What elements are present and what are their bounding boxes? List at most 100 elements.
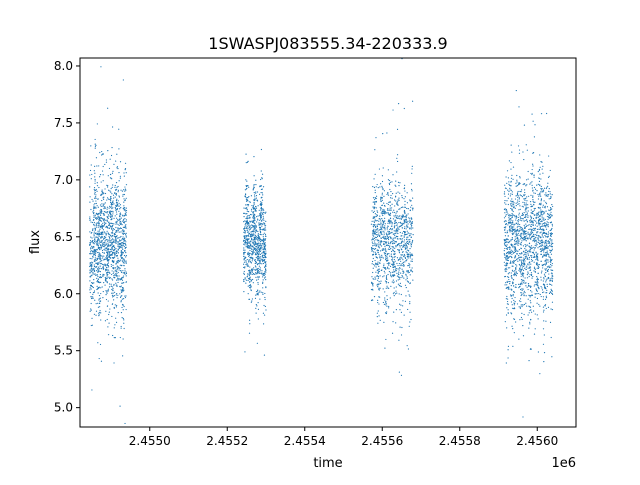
data-point <box>95 314 97 316</box>
data-point <box>396 292 398 294</box>
data-point <box>510 193 512 195</box>
data-point <box>389 297 391 299</box>
data-point <box>515 273 517 276</box>
data-point <box>110 200 112 202</box>
data-point <box>93 231 95 233</box>
data-point <box>372 233 374 235</box>
data-point <box>108 237 111 239</box>
data-point <box>510 205 512 207</box>
data-point <box>550 272 553 274</box>
data-point <box>541 161 543 163</box>
data-point <box>506 307 508 309</box>
data-point <box>392 271 394 273</box>
data-point <box>530 272 533 274</box>
data-point <box>244 277 246 279</box>
data-point <box>404 226 406 228</box>
data-point <box>546 278 548 280</box>
data-point <box>538 239 540 241</box>
data-point <box>383 190 385 192</box>
data-point <box>254 265 257 267</box>
data-point <box>393 199 396 201</box>
data-point <box>547 277 549 279</box>
data-point <box>527 288 529 291</box>
data-point <box>516 303 519 305</box>
data-point <box>393 230 395 232</box>
data-point <box>258 250 260 253</box>
data-point <box>118 241 120 243</box>
data-point <box>511 269 514 272</box>
data-point <box>110 214 112 216</box>
data-point <box>123 238 125 240</box>
data-point <box>255 236 258 238</box>
data-point <box>123 201 125 203</box>
data-point <box>254 247 256 249</box>
data-point <box>113 295 115 297</box>
data-point <box>123 289 125 291</box>
data-point <box>378 270 380 273</box>
data-point <box>90 271 93 273</box>
data-point <box>547 214 549 216</box>
data-point <box>409 303 411 305</box>
data-point <box>113 228 115 231</box>
data-point <box>525 214 527 216</box>
data-point <box>513 291 515 293</box>
data-point <box>516 258 518 260</box>
data-point <box>254 207 256 210</box>
data-point <box>114 291 116 293</box>
data-point <box>510 262 512 264</box>
data-point <box>391 242 394 244</box>
data-point <box>536 276 538 278</box>
data-point <box>257 244 259 246</box>
data-point <box>375 186 377 188</box>
data-point <box>95 202 97 205</box>
data-point <box>99 204 102 206</box>
data-point <box>410 233 412 235</box>
data-point <box>536 254 538 257</box>
data-point <box>89 174 91 176</box>
data-point <box>248 298 250 300</box>
data-point <box>533 207 535 210</box>
data-point <box>95 212 97 214</box>
data-point <box>551 262 553 265</box>
data-point <box>403 255 405 258</box>
data-point <box>264 255 266 257</box>
data-point <box>520 189 523 191</box>
data-point <box>244 257 246 259</box>
data-point <box>97 234 99 236</box>
data-point <box>377 310 379 312</box>
data-point <box>510 184 512 187</box>
data-point <box>401 223 403 225</box>
data-point <box>540 187 542 190</box>
data-point <box>399 182 401 184</box>
data-point <box>544 234 546 237</box>
data-point <box>385 304 387 306</box>
data-point <box>381 213 383 215</box>
data-point <box>255 273 257 275</box>
data-point <box>92 297 94 299</box>
data-point <box>261 213 264 215</box>
data-point <box>546 243 548 245</box>
data-point <box>399 264 401 267</box>
data-point <box>385 241 388 243</box>
data-point <box>531 255 533 257</box>
data-point <box>385 338 387 341</box>
data-point <box>512 245 514 247</box>
data-point <box>514 207 516 209</box>
data-point <box>123 322 125 324</box>
data-point <box>116 213 118 215</box>
data-point <box>262 256 264 259</box>
data-point <box>105 219 107 221</box>
data-point <box>265 279 267 281</box>
data-point <box>530 194 532 196</box>
data-point <box>525 240 527 242</box>
data-point <box>107 198 110 200</box>
data-point <box>101 275 104 277</box>
data-point <box>263 277 266 279</box>
data-point <box>407 270 409 272</box>
data-point <box>379 224 381 226</box>
data-point <box>380 233 382 235</box>
data-point <box>257 278 259 280</box>
data-point <box>515 89 517 92</box>
data-point <box>531 211 534 213</box>
data-point <box>552 205 554 208</box>
